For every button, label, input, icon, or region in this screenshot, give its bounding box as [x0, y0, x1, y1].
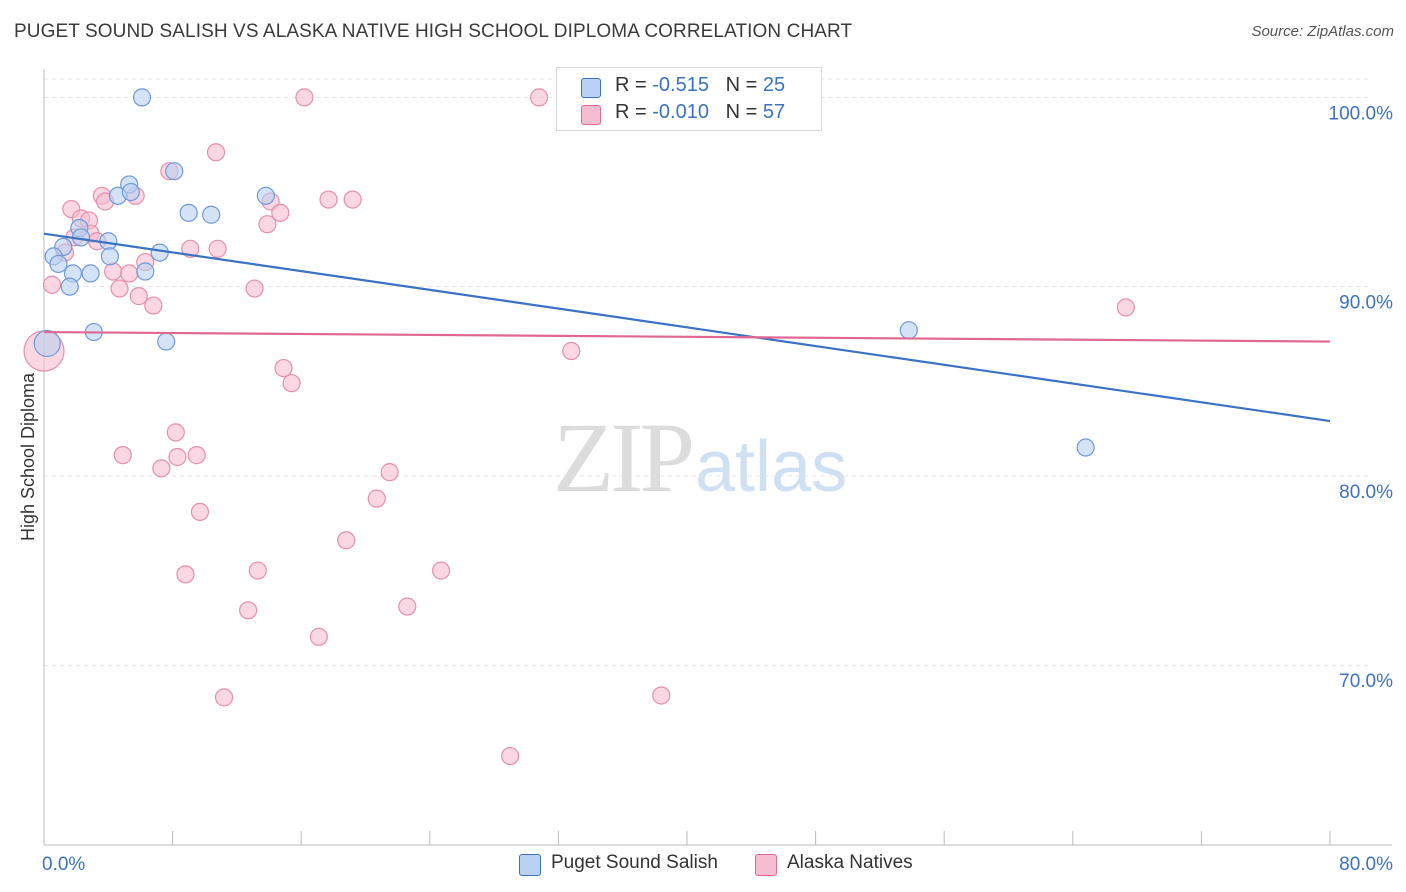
puget-point	[60, 277, 79, 296]
y-tick-label: 70.0%	[1339, 671, 1393, 692]
n-value: 25	[762, 74, 786, 96]
alaska-point	[398, 597, 417, 616]
alaska-point	[295, 88, 314, 107]
puget-sound-salish-points	[33, 88, 1095, 457]
stats-legend: R = -0.515 N = 25 R = -0.010 N = 57	[556, 67, 822, 131]
alaska-point	[42, 275, 62, 294]
n-label: N =	[725, 74, 758, 96]
alaska-point	[274, 358, 293, 378]
alaska-point	[248, 561, 267, 580]
y-tick-label: 80.0%	[1339, 482, 1393, 503]
y-axis-label: High School Diploma	[18, 372, 38, 541]
puget-point	[49, 254, 68, 274]
puget-point	[1076, 438, 1095, 457]
alaska-point	[1116, 298, 1135, 317]
puget-point	[100, 247, 120, 266]
puget-point	[899, 321, 918, 340]
alaska-point	[501, 746, 520, 766]
axes	[43, 69, 1392, 846]
alaska-point	[166, 423, 185, 442]
alaska-point	[208, 239, 227, 258]
alaska-point	[245, 279, 264, 298]
r-value: -0.515	[652, 74, 709, 96]
alaska-point	[258, 215, 277, 234]
watermark: ZIPatlas	[553, 400, 847, 515]
alaska-point	[530, 88, 549, 107]
puget-point	[165, 162, 184, 181]
n-label: N =	[725, 101, 758, 123]
alaska-point	[120, 264, 139, 283]
alaska-point	[113, 446, 132, 465]
puget-point	[136, 262, 155, 281]
puget-point	[157, 332, 176, 351]
alaska-point	[337, 531, 356, 550]
puget-trend-line	[43, 232, 1331, 423]
watermark-atlas: atlas	[695, 427, 848, 507]
puget-point	[179, 203, 198, 222]
puget-point	[256, 186, 275, 205]
alaska-point	[309, 627, 328, 646]
alaska-trend-line	[43, 330, 1331, 343]
pink-swatch-icon	[581, 105, 601, 125]
r-value: -0.010	[652, 101, 709, 123]
puget-point	[121, 182, 140, 202]
alaska-point	[239, 601, 258, 620]
alaska-point	[367, 489, 386, 508]
x-tick-label-min: 0.0%	[42, 854, 85, 875]
alaska-point	[104, 262, 123, 281]
alaska-point	[187, 446, 206, 465]
pink-swatch-icon	[755, 854, 777, 876]
alaska-point	[562, 341, 581, 361]
puget-point	[202, 205, 221, 224]
r-label: R =	[615, 101, 647, 123]
alaska-point	[176, 565, 195, 584]
alaska-point	[129, 287, 148, 306]
alaska-point	[206, 143, 226, 162]
alaska-point	[190, 502, 210, 521]
axis-labels: 70.0% 80.0% 90.0% 100.0% 0.0% 80.0% High Schoo…	[18, 103, 1393, 875]
source-label: Source: ZipAtlas.com	[1251, 23, 1394, 40]
chart-title: PUGET SOUND SALISH VS ALASKA NATIVE HIGH…	[14, 21, 853, 42]
puget-point	[81, 264, 100, 283]
alaska-point	[168, 447, 187, 467]
puget-point	[150, 243, 169, 262]
legend-label: Alaska Natives	[787, 852, 913, 873]
alaska-point	[652, 686, 671, 705]
alaska-point	[319, 190, 338, 209]
alaska-point	[214, 688, 234, 707]
trend-lines	[43, 232, 1331, 423]
blue-swatch-icon	[519, 854, 541, 876]
legend-label: Puget Sound Salish	[551, 852, 718, 873]
watermark-zip: ZIP	[553, 402, 695, 513]
alaska-point	[181, 239, 200, 258]
alaska-point	[110, 279, 129, 298]
alaska-point	[152, 459, 171, 478]
alaska-point	[431, 561, 451, 580]
puget-point	[33, 329, 61, 358]
alaska-point	[282, 374, 301, 393]
y-tick-label: 100.0%	[1329, 103, 1394, 124]
y-tick-label: 90.0%	[1339, 293, 1393, 314]
blue-swatch-icon	[581, 78, 601, 98]
r-label: R =	[615, 74, 647, 96]
alaska-point	[380, 463, 399, 482]
n-value: 57	[762, 101, 786, 123]
alaska-point	[343, 190, 362, 209]
alaska-point	[144, 296, 163, 315]
x-tick-label-max: 80.0%	[1339, 854, 1393, 875]
puget-point	[132, 88, 152, 107]
gridlines	[44, 78, 1370, 666]
alaska-natives-points	[23, 88, 1135, 766]
alaska-point	[271, 203, 290, 222]
